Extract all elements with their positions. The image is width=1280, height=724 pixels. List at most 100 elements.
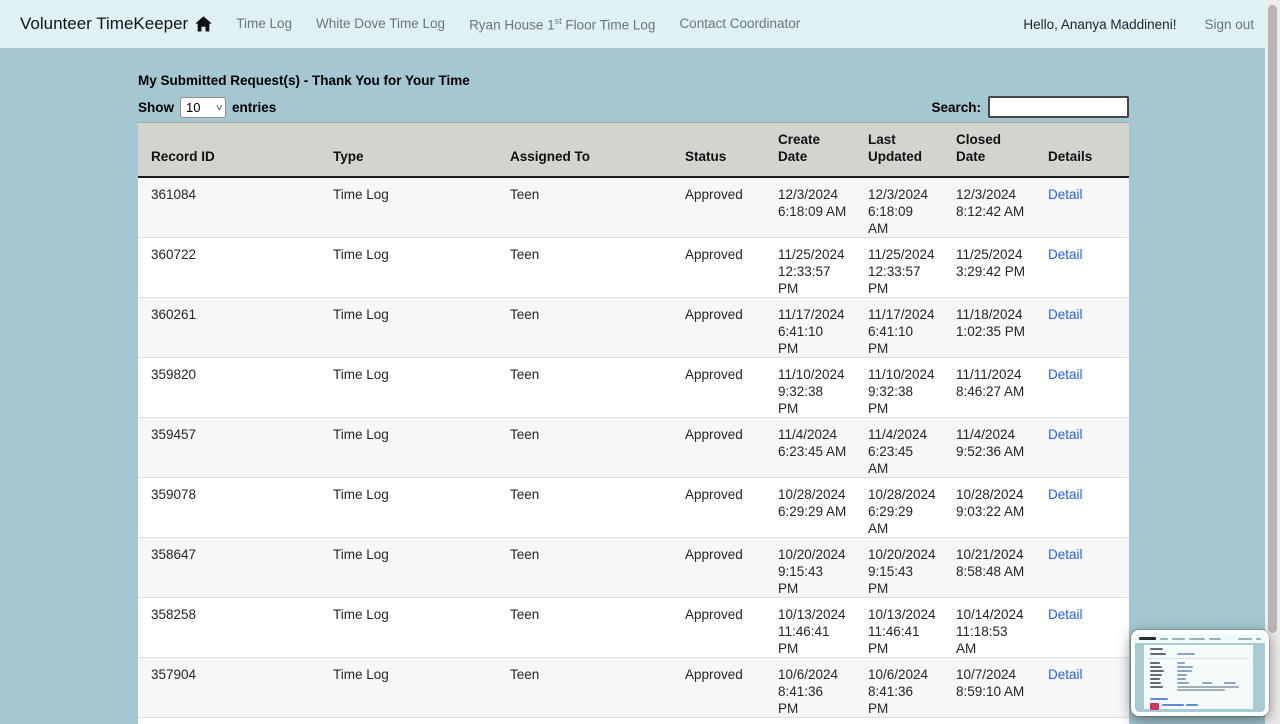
last-updated-cell: 11/10/2024 9:32:38 PM [868,367,935,416]
table-controls: Show 10 v entries Search: [138,96,1129,118]
entries-select[interactable]: 10 v [180,96,226,118]
entries-label: entries [232,99,277,115]
record-id-cell: 357489 [138,718,320,724]
create-date-cell: 10/13/2024 11:46:41 PM [778,607,846,656]
assigned-to-cell: Teen [510,667,540,682]
user-greeting: Hello, Ananya Maddineni! [1023,16,1177,32]
column-header-status[interactable]: Status [672,122,765,178]
nav-item-white-dove-time-log[interactable]: White Dove Time Log [316,15,446,31]
type-cell: Time Log [333,427,389,442]
closed-date-cell: 11/11/2024 8:46:27 AM [956,367,1025,399]
thumbnail-text-line [1177,662,1185,664]
column-header-details[interactable]: Details [1035,122,1129,178]
detail-link[interactable]: Detail [1048,667,1083,682]
table-row: 359078 Time Log Teen Approved 10/28/2024 6:29… [138,477,1129,538]
record-id-cell: 357904 [151,667,197,682]
detail-link[interactable]: Detail [1048,367,1083,382]
search-input[interactable] [988,96,1129,118]
nav-item-time-log[interactable]: Time Log [236,15,292,31]
detail-link[interactable]: Detail [1048,247,1083,262]
create-date-cell: 11/4/2024 6:23:45 AM [778,427,847,459]
record-id-cell: 359820 [151,367,197,382]
thumbnail-text-line [1177,653,1195,655]
assigned-to-cell: Teen [510,427,540,442]
status-cell: Approved [685,367,743,382]
nav-item-ryan-house-time-log[interactable]: Ryan House 1st Floor Time Log [469,15,656,33]
closed-date-cell: 11/4/2024 9:52:36 AM [956,427,1025,459]
show-label: Show [138,99,174,115]
create-date-cell: 11/17/2024 6:41:10 PM [778,307,845,356]
assigned-to-cell: Teen [510,307,540,322]
nav-item-contact-coordinator[interactable]: Contact Coordinator [679,15,801,31]
closed-date-cell: 10/21/2024 8:58:48 AM [956,547,1025,579]
create-date-cell: 10/6/2024 8:41:36 PM [778,667,839,716]
thumbnail-mini-page [1144,645,1253,710]
last-updated-cell: 10/6/2024 8:41:36 PM [868,667,929,716]
thumbnail-text-line [1177,689,1225,691]
last-updated-cell: 12/3/2024 6:18:09 AM [868,187,929,236]
record-id-cell: 358647 [151,547,197,562]
sign-out-link[interactable]: Sign out [1204,16,1254,32]
thumbnail-text-line [1150,662,1160,664]
column-header-create-date[interactable]: Create Date [765,122,855,178]
column-header-record-id[interactable]: Record ID [138,122,320,178]
details-cell: Detail [1035,358,1129,418]
brand-home-link[interactable]: Volunteer TimeKeeper [20,14,213,34]
record-id-cell: 360261 [151,307,197,322]
thumbnail-text-line [1177,678,1186,680]
main-content: My Submitted Request(s) - Thank You for … [138,48,1129,724]
thumbnail-mini-navlink [1189,637,1205,640]
create-date-cell: 11/25/2024 12:33:57 PM [778,247,845,296]
closed-date-cell: 11/18/2024 1:02:35 PM [956,307,1026,339]
closed-date-cell: 10/28/2024 9:03:22 AM [956,487,1025,519]
table-row: 359820 Time Log Teen Approved 11/10/2024 9:32… [138,357,1129,418]
details-cell: Detail [1035,598,1129,658]
details-cell: Detail [1035,718,1129,724]
column-header-last-updated[interactable]: Last Updated [855,122,943,178]
thumbnail-link-line [1150,698,1168,700]
column-header-type[interactable]: Type [320,122,497,178]
thumbnail-divider [1148,658,1249,659]
detail-link[interactable]: Detail [1048,187,1083,202]
detail-link[interactable]: Detail [1048,307,1083,322]
closed-date-cell: 10/7/2024 8:59:10 AM [956,667,1025,699]
thumbnail-text-line [1177,682,1189,684]
type-cell: Time Log [333,247,389,262]
detail-link[interactable]: Detail [1048,427,1083,442]
assigned-to-cell: Teen [510,367,540,382]
thumbnail-mini-navlink [1160,637,1168,640]
thumbnail-text-line [1150,670,1164,672]
type-cell: Time Log [333,667,389,682]
status-cell: Approved [685,547,743,562]
vertical-scrollbar-thumb[interactable] [1268,5,1277,633]
detail-link[interactable]: Detail [1048,487,1083,502]
table-row: 358647 Time Log Teen Approved 10/20/2024 9:15… [138,537,1129,598]
table-row: 358258 Time Log Teen Approved 10/13/2024 11:4… [138,597,1129,658]
status-cell: Approved [672,718,765,724]
vertical-scrollbar-track[interactable] [1265,0,1280,724]
thumbnail-mini-signout [1256,637,1261,640]
last-updated-cell: 10/20/2024 9:15:43 PM [868,547,936,596]
detail-link[interactable]: Detail [1048,607,1083,622]
screenshot-preview-thumbnail[interactable] [1131,630,1269,716]
details-cell: Detail [1035,418,1129,478]
status-cell: Approved [685,187,743,202]
thumbnail-text-line [1177,670,1192,672]
assigned-to-cell: Teen [510,247,540,262]
assigned-to-cell: Teen [510,487,540,502]
thumbnail-mini-navbar [1135,634,1265,643]
details-cell: Detail [1035,478,1129,538]
nav-links: Time Log White Dove Time Log Ryan House … [236,16,800,33]
detail-link[interactable]: Detail [1048,547,1083,562]
assigned-to-cell: Teen [497,718,672,724]
create-date-cell: 10/20/2024 9:15:43 PM [778,547,846,596]
closed-date-cell: 11/25/2024 3:29:42 PM [956,247,1026,279]
home-icon [195,16,213,32]
column-header-closed-date[interactable]: Closed Date [943,122,1035,178]
thumbnail-mini-navlink [1172,637,1185,640]
details-cell: Detail [1035,238,1129,298]
thumbnail-mini-navlink [1209,637,1221,640]
thumbnail-mini-greeting [1238,637,1252,640]
assigned-to-cell: Teen [510,607,540,622]
column-header-assigned-to[interactable]: Assigned To [497,122,672,178]
